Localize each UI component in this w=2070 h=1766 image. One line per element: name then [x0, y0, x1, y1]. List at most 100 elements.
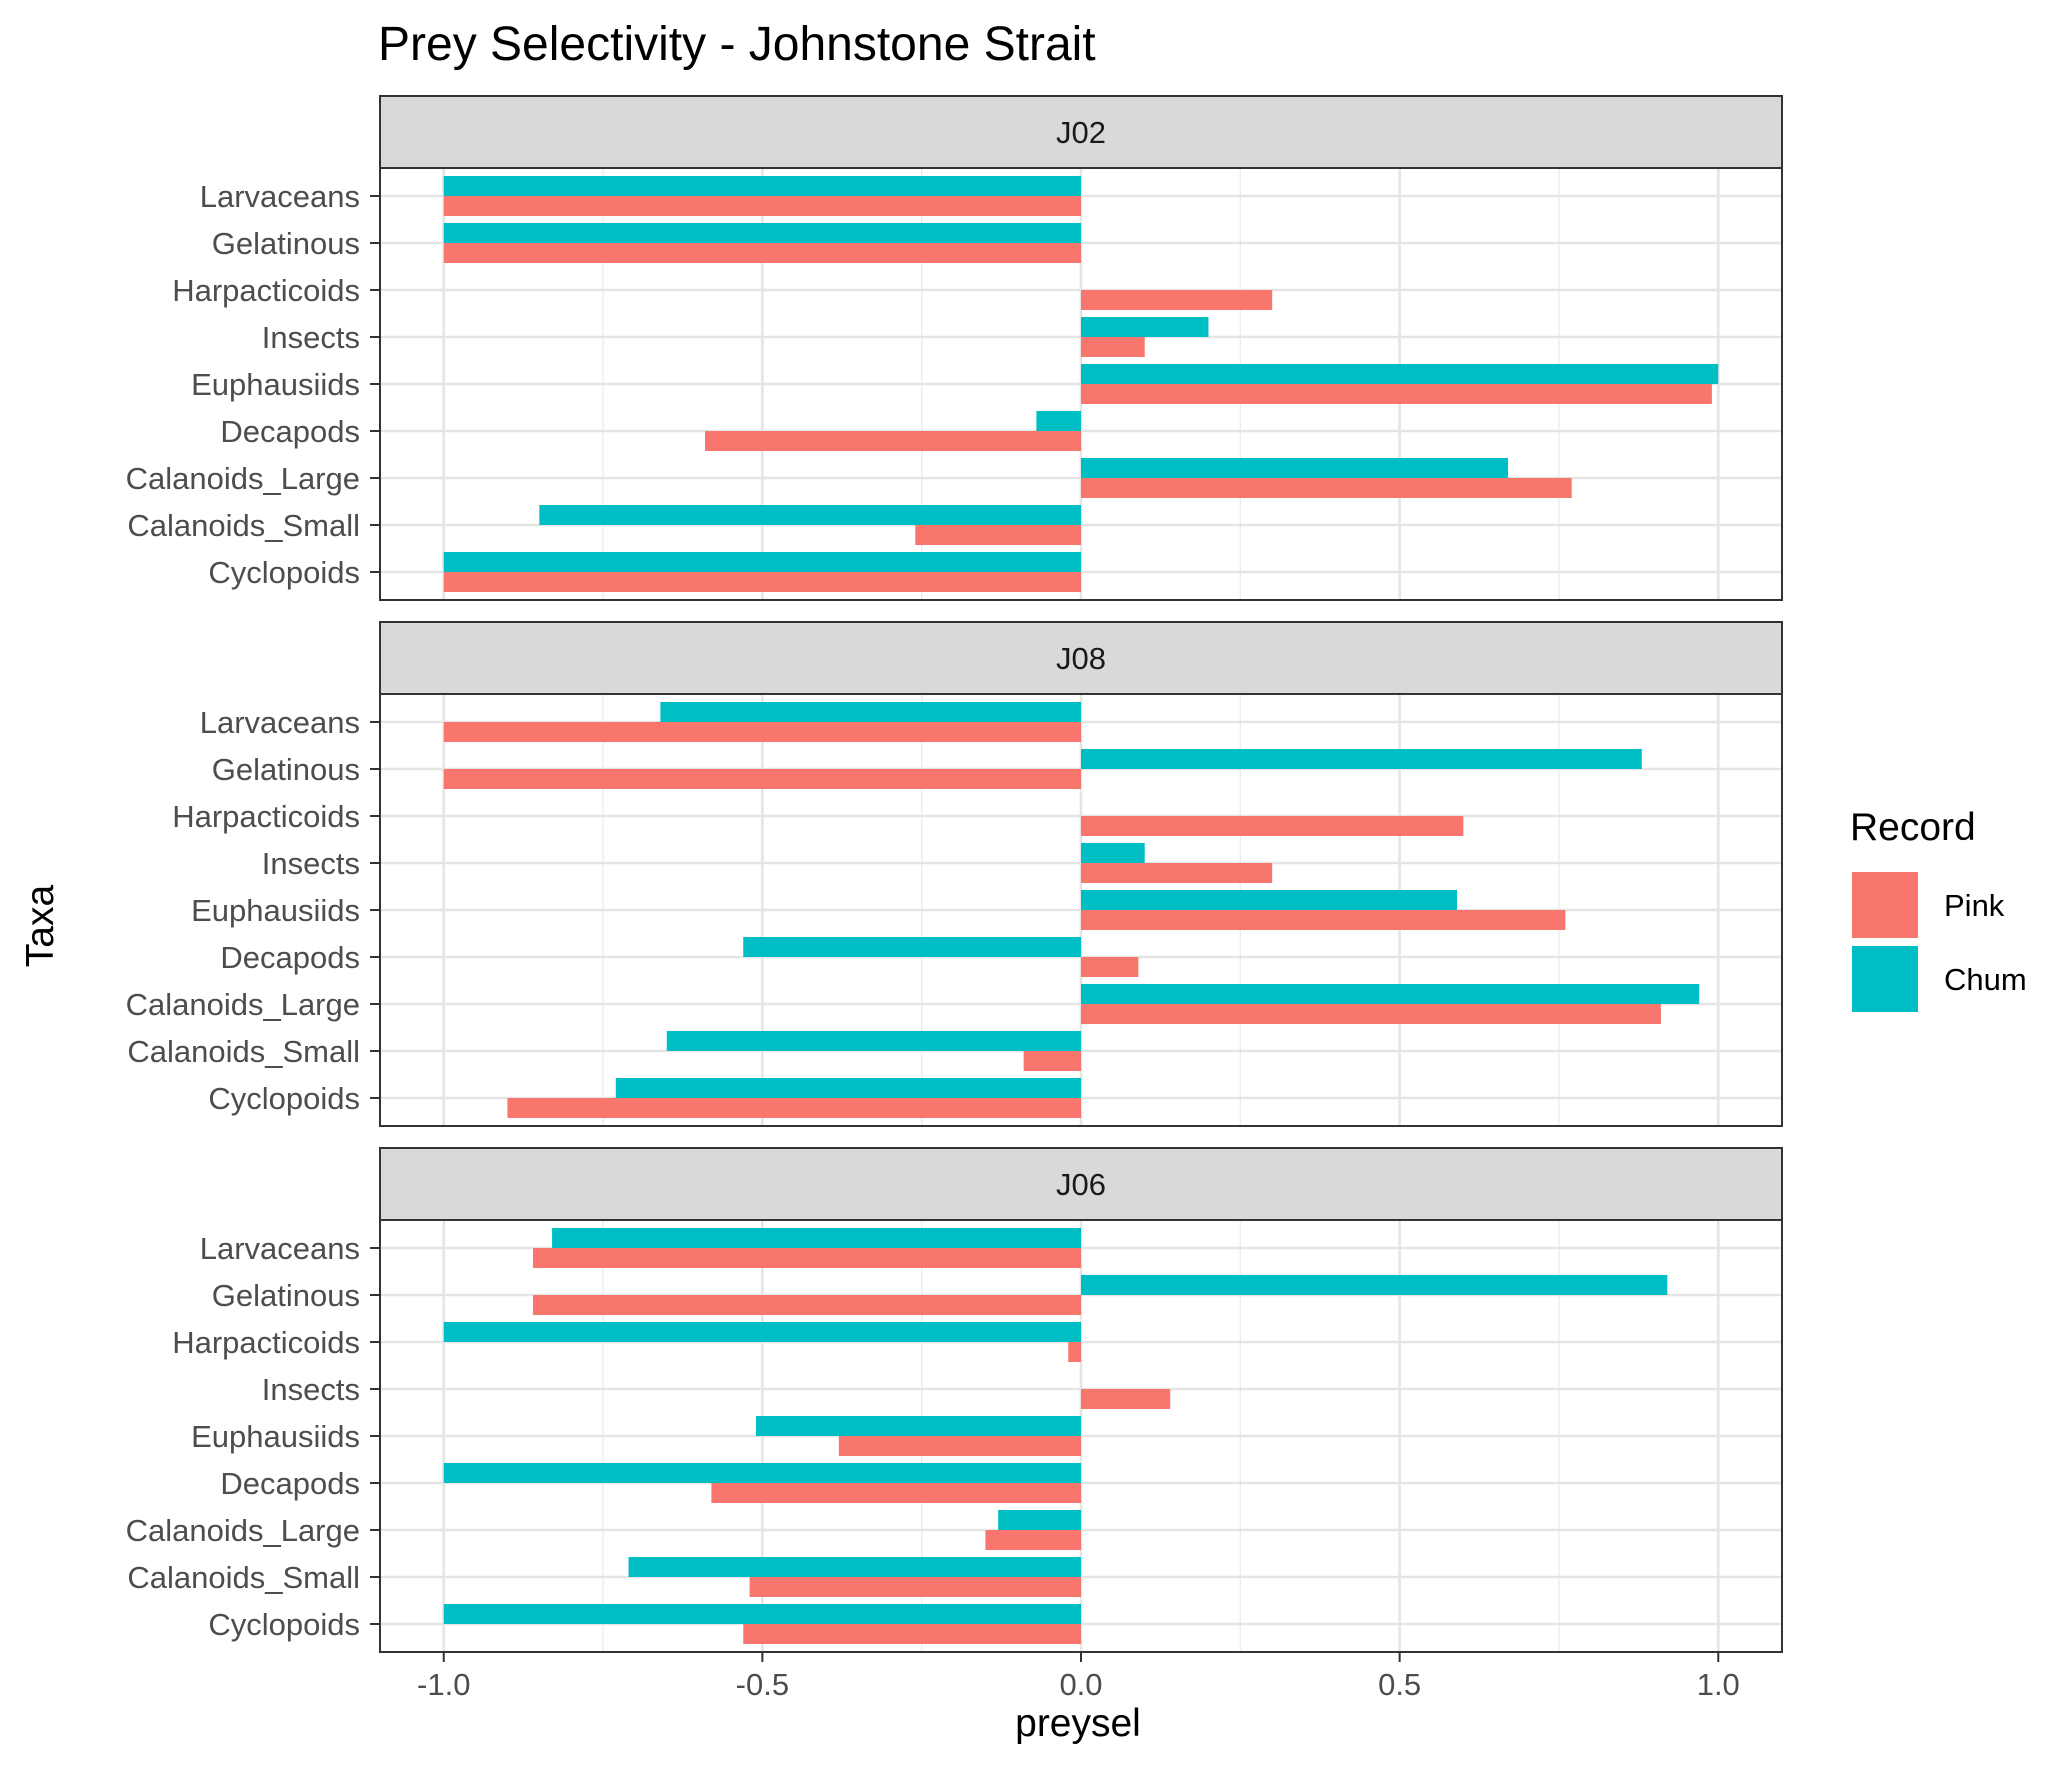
bar-j08-pink-cyclopoids	[507, 1098, 1081, 1118]
y-tick-label: Calanoids_Small	[127, 508, 360, 543]
bar-j08-chum-cyclopoids	[615, 1078, 1081, 1098]
legend-label: Pink	[1944, 888, 2005, 923]
bar-j06-chum-calanoids-small	[628, 1557, 1081, 1577]
x-tick-label: -1.0	[417, 1667, 470, 1702]
facet-panels: J02 Larvaceans Gelatinous Harpacticoids Inse…	[126, 95, 1783, 1653]
y-tick-label: Decapods	[220, 414, 360, 449]
bar-j06-chum-decapods	[443, 1463, 1081, 1483]
facet-panel-j02: J02 Larvaceans Gelatinous Harpacticoids Inse…	[126, 95, 1783, 601]
facet-panel-j06: J06 Larvaceans Gelatinous Harpacticoids Inse…	[126, 1147, 1783, 1653]
facet-strip-label: J08	[1056, 641, 1106, 676]
bar-j08-pink-gelatinous	[443, 769, 1081, 789]
bar-j06-pink-cyclopoids	[743, 1624, 1081, 1644]
bar-j02-pink-calanoids-small	[915, 525, 1081, 545]
y-tick-label: Gelatinous	[212, 752, 360, 787]
bar-j02-pink-gelatinous	[443, 243, 1081, 263]
y-tick-label: Calanoids_Large	[126, 1513, 360, 1548]
y-axis-j06: Larvaceans Gelatinous Harpacticoids Insects…	[126, 1231, 380, 1642]
legend-item-chum: Chum	[1852, 946, 2027, 1012]
bar-j08-pink-larvaceans	[443, 722, 1081, 742]
bar-j06-chum-euphausiids	[755, 1416, 1081, 1436]
y-tick-label: Calanoids_Large	[126, 987, 360, 1022]
bar-j02-chum-euphausiids	[1081, 364, 1719, 384]
y-tick-label: Harpacticoids	[172, 1325, 360, 1360]
legend-items: Pink Chum	[1852, 872, 2027, 1012]
bar-j08-chum-larvaceans	[660, 702, 1081, 722]
legend: Record Pink Chum	[1850, 806, 2027, 1012]
y-tick-label: Euphausiids	[191, 1419, 360, 1454]
bar-j06-chum-gelatinous	[1081, 1275, 1668, 1295]
x-tick-label: 1.0	[1697, 1667, 1740, 1702]
bar-j08-chum-calanoids-small	[666, 1031, 1081, 1051]
y-axis-title: Taxa	[19, 885, 62, 968]
y-tick-label: Calanoids_Small	[127, 1560, 360, 1595]
x-tick-label: 0.5	[1378, 1667, 1421, 1702]
bar-j08-chum-euphausiids	[1081, 890, 1457, 910]
bar-j06-pink-decapods	[711, 1483, 1081, 1503]
bar-j02-chum-cyclopoids	[443, 552, 1081, 572]
bar-j06-chum-calanoids-large	[998, 1510, 1081, 1530]
y-tick-label: Insects	[262, 1372, 360, 1407]
bar-j06-pink-euphausiids	[838, 1436, 1081, 1456]
facet-strip-label: J06	[1056, 1167, 1106, 1202]
bar-j06-pink-insects	[1081, 1389, 1171, 1409]
facet-strip	[379, 1147, 1783, 1221]
bar-j06-pink-larvaceans	[532, 1248, 1081, 1268]
facet-strip	[379, 95, 1783, 169]
facet-strip-label: J02	[1056, 115, 1106, 150]
bar-j02-pink-cyclopoids	[443, 572, 1081, 592]
bar-j06-pink-calanoids-large	[985, 1530, 1081, 1550]
y-tick-label: Cyclopoids	[208, 555, 360, 590]
legend-item-pink: Pink	[1852, 872, 2005, 938]
bar-j06-pink-gelatinous	[532, 1295, 1081, 1315]
bar-j06-chum-larvaceans	[552, 1228, 1081, 1248]
y-tick-label: Cyclopoids	[208, 1607, 360, 1642]
bar-j08-pink-decapods	[1081, 957, 1139, 977]
bars	[443, 176, 1719, 592]
y-axis-j08: Larvaceans Gelatinous Harpacticoids Insects…	[126, 705, 380, 1116]
x-axis: -1.0 -0.5 0.0 0.5 1.0	[417, 1652, 1740, 1702]
bar-j08-chum-calanoids-large	[1081, 984, 1700, 1004]
y-tick-label: Calanoids_Large	[126, 461, 360, 496]
y-tick-label: Decapods	[220, 1466, 360, 1501]
y-tick-label: Larvaceans	[200, 1231, 360, 1266]
x-tick-label: -0.5	[736, 1667, 789, 1702]
legend-swatch	[1852, 946, 1918, 1012]
y-tick-label: Decapods	[220, 940, 360, 975]
bar-j02-pink-euphausiids	[1081, 384, 1712, 404]
y-tick-label: Harpacticoids	[172, 273, 360, 308]
bar-j02-chum-larvaceans	[443, 176, 1081, 196]
bar-j02-chum-gelatinous	[443, 223, 1081, 243]
y-tick-label: Insects	[262, 320, 360, 355]
y-tick-label: Harpacticoids	[172, 799, 360, 834]
bar-j08-pink-euphausiids	[1081, 910, 1566, 930]
bar-j02-chum-calanoids-large	[1081, 458, 1508, 478]
chart-title: Prey Selectivity - Johnstone Strait	[378, 18, 1096, 71]
bars	[443, 1228, 1668, 1644]
bar-j02-chum-decapods	[1036, 411, 1081, 431]
bar-j06-pink-harpacticoids	[1068, 1342, 1081, 1362]
bar-j02-pink-decapods	[705, 431, 1081, 451]
bar-j08-pink-harpacticoids	[1081, 816, 1464, 836]
bar-j02-pink-larvaceans	[443, 196, 1081, 216]
bar-j08-pink-calanoids-large	[1081, 1004, 1661, 1024]
legend-swatch	[1852, 872, 1918, 938]
bar-j08-pink-insects	[1081, 863, 1273, 883]
bar-j08-chum-decapods	[743, 937, 1081, 957]
bar-j02-chum-insects	[1081, 317, 1209, 337]
legend-label: Chum	[1944, 962, 2027, 997]
bar-j02-chum-calanoids-small	[539, 505, 1081, 525]
y-tick-label: Insects	[262, 846, 360, 881]
facet-panel-j08: J08 Larvaceans Gelatinous Harpacticoids Inse…	[126, 621, 1783, 1127]
bar-j06-pink-calanoids-small	[749, 1577, 1081, 1597]
legend-title: Record	[1850, 806, 1976, 849]
x-axis-title: preysel	[1015, 1702, 1141, 1745]
bar-j08-chum-insects	[1081, 843, 1145, 863]
y-tick-label: Larvaceans	[200, 705, 360, 740]
bar-j02-pink-harpacticoids	[1081, 290, 1273, 310]
bar-j08-pink-calanoids-small	[1023, 1051, 1081, 1071]
y-tick-label: Cyclopoids	[208, 1081, 360, 1116]
y-axis-j02: Larvaceans Gelatinous Harpacticoids Insects…	[126, 179, 380, 590]
bar-j06-chum-cyclopoids	[443, 1604, 1081, 1624]
